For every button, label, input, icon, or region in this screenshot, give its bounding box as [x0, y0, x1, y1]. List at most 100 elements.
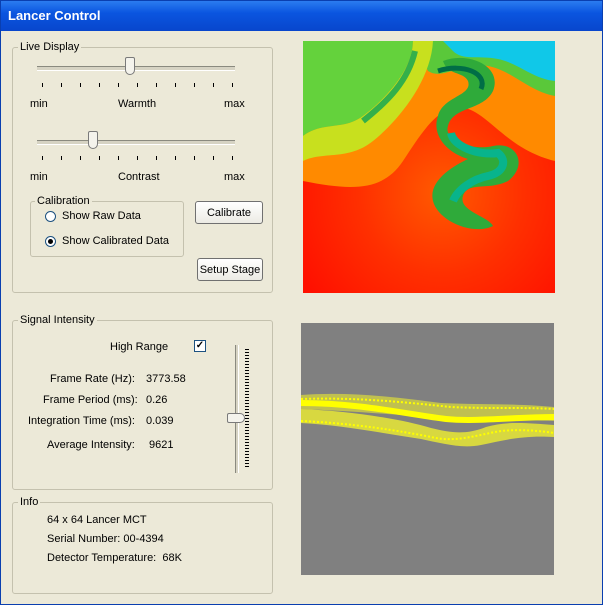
tick-mark: [118, 83, 119, 87]
tick-mark: [245, 352, 249, 353]
warmth-slider[interactable]: [37, 55, 237, 85]
tick-mark: [42, 156, 43, 160]
tick-mark: [245, 433, 249, 434]
tick-mark: [213, 156, 214, 160]
tick-mark: [194, 83, 195, 87]
tick-mark: [137, 83, 138, 87]
tick-mark: [156, 156, 157, 160]
contrast-slider[interactable]: [37, 129, 237, 159]
plot-band-top: [301, 393, 554, 421]
thermal-image: [303, 41, 555, 293]
calibration-group: Calibration: [30, 194, 184, 257]
contrast-min-label: min: [30, 171, 48, 183]
tick-mark: [99, 156, 100, 160]
tick-mark: [245, 367, 249, 368]
average-intensity-label: Average Intensity:: [47, 439, 135, 451]
plot-band-lower-edge: [301, 420, 554, 441]
tick-mark: [232, 156, 233, 160]
tick-mark: [137, 156, 138, 160]
plot-band-core: [301, 400, 554, 423]
live-display-title: Live Display: [18, 40, 82, 54]
signal-intensity-title: Signal Intensity: [18, 313, 97, 327]
tick-mark: [245, 358, 249, 359]
tick-mark: [245, 466, 249, 467]
tick-mark: [245, 388, 249, 389]
tick-mark: [245, 370, 249, 371]
signal-intensity-group: Signal Intensity: [12, 313, 273, 490]
thermal-swirl-outer: [432, 57, 519, 230]
tick-mark: [245, 454, 249, 455]
tick-mark: [245, 391, 249, 392]
tick-mark: [245, 376, 249, 377]
tick-mark: [245, 421, 249, 422]
frame-period-value: 0.26: [146, 394, 168, 406]
tick-mark: [245, 436, 249, 437]
warmth-min-label: min: [30, 98, 48, 110]
tick-mark: [245, 451, 249, 452]
signal-slider-thumb[interactable]: [227, 413, 245, 424]
tick-mark: [245, 418, 249, 419]
tick-mark: [245, 400, 249, 401]
tick-mark: [245, 394, 249, 395]
tick-mark: [245, 460, 249, 461]
tick-mark: [245, 355, 249, 356]
tick-mark: [245, 406, 249, 407]
frame-period-label: Frame Period (ms):: [43, 394, 138, 406]
tick-mark: [245, 442, 249, 443]
show-raw-data-label[interactable]: Show Raw Data: [62, 210, 141, 222]
thermal-yellow-band: [303, 41, 433, 161]
tick-mark: [245, 409, 249, 410]
plot-band-upper-edge: [301, 397, 554, 410]
thermal-cold-region: [443, 41, 555, 81]
high-range-label: High Range: [110, 341, 169, 353]
tick-mark: [80, 156, 81, 160]
tick-mark: [118, 156, 119, 160]
tick-mark: [245, 415, 249, 416]
tick-mark: [213, 83, 214, 87]
tick-mark: [194, 156, 195, 160]
thermal-swirl-inner: [447, 131, 508, 203]
contrast-slider-thumb[interactable]: [87, 131, 98, 149]
plot-band-mid: [301, 409, 554, 447]
tick-mark: [245, 463, 249, 464]
tick-mark: [245, 385, 249, 386]
integration-time-value: 0.039: [146, 415, 174, 427]
tick-mark: [245, 445, 249, 446]
serial-number: Serial Number: 00-4394: [47, 533, 164, 545]
contrast-label: Contrast: [118, 171, 160, 183]
warmth-slider-thumb[interactable]: [125, 57, 136, 75]
line-scan-plot: [301, 323, 554, 575]
tick-mark: [156, 83, 157, 87]
tick-mark: [61, 83, 62, 87]
warmth-label: Warmth: [118, 98, 157, 110]
tick-mark: [245, 349, 249, 350]
calibrate-button[interactable]: Calibrate: [195, 201, 263, 224]
tick-mark: [245, 382, 249, 383]
plot-background: [301, 323, 554, 575]
tick-mark: [61, 156, 62, 160]
frame-rate-label: Frame Rate (Hz):: [50, 373, 135, 385]
tick-mark: [245, 364, 249, 365]
tick-mark: [245, 427, 249, 428]
integration-time-label: Integration Time (ms):: [28, 415, 135, 427]
show-calibrated-data-label[interactable]: Show Calibrated Data: [62, 235, 170, 247]
tick-mark: [42, 83, 43, 87]
average-intensity-value: 9621: [149, 439, 174, 451]
high-range-checkbox[interactable]: ✓: [194, 340, 206, 352]
signal-intensity-slider[interactable]: [223, 345, 255, 475]
tick-mark: [175, 83, 176, 87]
show-calibrated-data-radio[interactable]: [45, 236, 56, 247]
tick-mark: [80, 83, 81, 87]
thermal-cool-region-left: [303, 41, 413, 136]
tick-mark: [245, 361, 249, 362]
tick-mark: [245, 424, 249, 425]
warmth-slider-track: [37, 66, 235, 71]
tick-mark: [245, 403, 249, 404]
contrast-max-label: max: [224, 171, 245, 183]
detector-temperature: Detector Temperature: 68K: [47, 552, 182, 564]
tick-mark: [245, 397, 249, 398]
setup-stage-button[interactable]: Setup Stage: [197, 258, 263, 281]
tick-mark: [99, 83, 100, 87]
calibration-title: Calibration: [35, 194, 92, 208]
show-raw-data-radio[interactable]: [45, 211, 56, 222]
